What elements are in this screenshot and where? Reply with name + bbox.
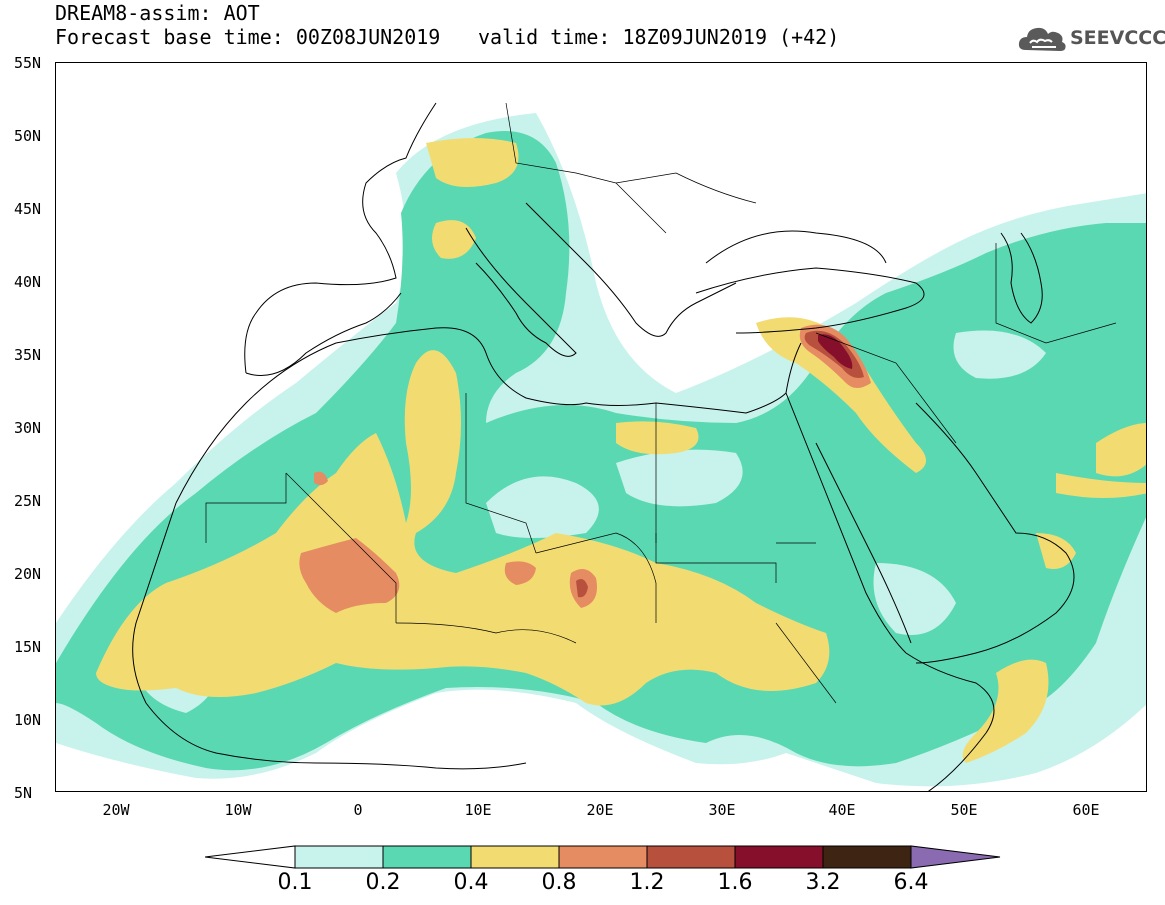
valid-time: valid time: 18Z09JUN2019 (+42) (478, 25, 840, 49)
cloud-icon (1018, 27, 1066, 51)
lat-label-30n: 30N (14, 419, 42, 437)
lon-label-50e: 50E (950, 801, 978, 819)
colorbar-swatch-4 (646, 845, 736, 869)
lat-label-15n: 15N (14, 638, 42, 656)
colorbar-swatch-2 (470, 845, 560, 869)
colorbar-swatch-0 (294, 845, 384, 869)
lat-label-50n: 50N (14, 127, 42, 145)
aot-level-1-6 (818, 334, 853, 369)
colorbar (205, 845, 1001, 869)
lon-label-10e: 10E (464, 801, 492, 819)
colorbar-label-0: 0.1 (277, 870, 313, 895)
colorbar-swatch-6 (822, 845, 912, 869)
lon-label-20w: 20W (102, 801, 130, 819)
seevccc-logo: SEEVCCC (1018, 22, 1165, 58)
chart-title: DREAM8-assim: AOT (55, 1, 260, 25)
lat-label-10n: 10N (14, 711, 42, 729)
colorbar-swatch-1 (382, 845, 472, 869)
lat-label-45n: 45N (14, 200, 42, 218)
lat-label-25n: 25N (14, 492, 42, 510)
political-borders (205, 102, 1117, 704)
colorbar-label-6: 3.2 (805, 870, 841, 895)
lat-label-20n: 20N (14, 565, 42, 583)
forecast-base-time: Forecast base time: 00Z08JUN2019 (55, 25, 441, 49)
colorbar-label-3: 0.8 (541, 870, 577, 895)
lon-label-40e: 40E (828, 801, 856, 819)
colorbar-label-4: 1.2 (629, 870, 665, 895)
lat-label-5n: 5N (14, 784, 33, 802)
colorbar-under-arrow (205, 845, 296, 869)
colorbar-swatch-5 (734, 845, 824, 869)
colorbar-label-1: 0.2 (365, 870, 401, 895)
lat-label-40n: 40N (14, 273, 42, 291)
aot-map (55, 62, 1147, 792)
lon-label-10w: 10W (224, 801, 252, 819)
lon-label-0: 0 (353, 801, 363, 819)
colorbar-label-7: 6.4 (893, 870, 929, 895)
colorbar-over-arrow (910, 845, 1001, 869)
lon-label-20e: 20E (586, 801, 614, 819)
colorbar-label-5: 1.6 (717, 870, 753, 895)
lat-label-35n: 35N (14, 346, 42, 364)
colorbar-label-2: 0.4 (453, 870, 489, 895)
aot-level-0-4 (96, 138, 1146, 763)
colorbar-swatch-3 (558, 845, 648, 869)
lon-label-30e: 30E (708, 801, 736, 819)
coastlines (132, 102, 1075, 791)
lon-label-60e: 60E (1072, 801, 1100, 819)
logo-text: SEEVCCC (1070, 27, 1165, 49)
lat-label-55n: 55N (14, 54, 42, 72)
